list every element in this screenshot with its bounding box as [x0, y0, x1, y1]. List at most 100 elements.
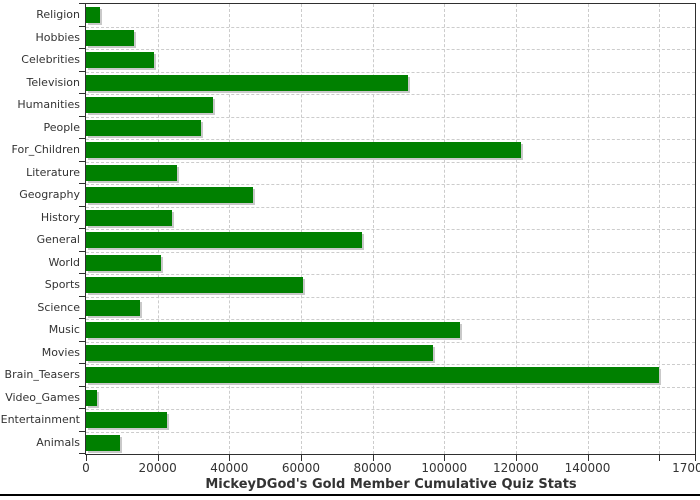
y-axis-label-animals: Animals: [36, 435, 80, 449]
y-axis-tick: [79, 363, 86, 364]
vertical-gridline: [372, 4, 374, 454]
bar-general: [86, 232, 362, 249]
y-axis-label-humanities: Humanities: [17, 98, 80, 111]
x-axis-tick: [516, 455, 517, 461]
y-axis-label-literature: Literature: [26, 165, 80, 179]
bar-music: [86, 322, 461, 339]
x-axis-tick: [86, 455, 87, 461]
horizontal-gridline: [86, 206, 695, 208]
y-axis-label-religion: Religion: [36, 8, 80, 21]
x-axis-tick: [158, 455, 159, 461]
bar-for_children: [86, 142, 522, 159]
y-axis-tick: [79, 408, 86, 409]
vertical-gridline: [444, 4, 446, 454]
y-axis-label-celebrities: Celebrities: [21, 53, 80, 66]
y-axis-tick: [79, 3, 86, 4]
horizontal-gridline: [86, 341, 695, 343]
y-axis-label-video_games: Video_Games: [5, 390, 80, 404]
x-axis-tick-label: 0: [82, 461, 90, 475]
y-axis-tick: [79, 251, 86, 252]
x-axis-tick-label: 170000: [672, 461, 700, 475]
bar-religion: [86, 7, 101, 24]
y-axis-label-movies: Movies: [41, 345, 80, 359]
vertical-gridline: [300, 4, 302, 454]
x-axis-tick: [373, 455, 374, 461]
vertical-gridline: [587, 4, 589, 454]
bar-people: [86, 119, 201, 136]
x-axis-tick: [659, 455, 660, 461]
horizontal-gridline: [86, 94, 695, 95]
y-axis-tick: [79, 296, 86, 297]
x-axis-tick-label: 120000: [492, 461, 539, 475]
x-axis-tick-label: 140000: [564, 461, 611, 475]
y-axis-tick: [79, 431, 86, 432]
x-axis-tick: [229, 455, 230, 461]
y-axis-tick: [79, 138, 86, 139]
x-axis-tick-label: 40000: [210, 461, 249, 475]
horizontal-gridline: [86, 319, 695, 320]
horizontal-gridline: [86, 296, 695, 298]
bar-brain_teasers: [86, 367, 660, 384]
x-axis-tick-label: 60000: [281, 461, 321, 475]
y-axis-label-brain_teasers: Brain_Teasers: [4, 368, 80, 381]
horizontal-gridline: [86, 161, 695, 163]
y-axis-tick: [79, 116, 86, 117]
vertical-gridline: [157, 4, 159, 454]
x-axis-tick-label: 20000: [138, 461, 177, 475]
y-axis-label-history: History: [40, 210, 80, 224]
bottom-border-line: [0, 494, 700, 496]
horizontal-gridline: [86, 49, 695, 50]
plot-area: [85, 3, 696, 455]
bar-movies: [86, 344, 434, 361]
y-axis-tick: [79, 161, 86, 162]
y-axis-tick: [79, 48, 86, 49]
horizontal-gridline: [86, 431, 695, 433]
x-axis-tick: [444, 455, 445, 461]
y-axis-label-science: Science: [37, 300, 80, 314]
bar-history: [86, 209, 172, 226]
y-axis-tick: [79, 386, 86, 387]
x-axis-tick-label: 80000: [353, 461, 392, 475]
y-axis-label-geography: Geography: [19, 188, 80, 201]
y-axis-tick: [79, 93, 86, 94]
y-axis-label-for_children: For_Children: [11, 143, 80, 156]
y-axis-tick: [79, 206, 86, 207]
horizontal-gridline: [86, 26, 695, 28]
horizontal-gridline: [86, 364, 695, 365]
vertical-gridline: [515, 4, 517, 454]
y-axis-label-music: Music: [48, 323, 80, 336]
y-axis-tick: [79, 318, 86, 319]
y-axis-label-world: World: [48, 255, 80, 269]
bar-video_games: [86, 389, 98, 406]
chart-title: MickeyDGod's Gold Member Cumulative Quiz…: [205, 477, 577, 492]
y-axis-label-hobbies: Hobbies: [35, 30, 80, 44]
y-axis-label-people: People: [43, 120, 80, 134]
bar-geography: [86, 187, 253, 204]
y-axis-tick: [79, 228, 86, 229]
vertical-gridline: [659, 4, 661, 454]
y-axis-tick: [79, 341, 86, 342]
horizontal-gridline: [86, 251, 695, 253]
bar-entertainment: [86, 412, 167, 429]
horizontal-gridline: [86, 409, 695, 410]
y-axis-tick: [79, 26, 86, 27]
bar-world: [86, 254, 162, 271]
bar-sports: [86, 277, 303, 294]
x-axis-tick-label: 100000: [421, 461, 468, 475]
horizontal-gridline: [86, 274, 695, 275]
y-axis-label-television: Television: [26, 75, 81, 89]
horizontal-gridline: [86, 386, 695, 388]
bar-celebrities: [86, 52, 155, 69]
bar-animals: [86, 434, 120, 451]
x-axis-tick: [301, 455, 302, 461]
bar-humanities: [86, 97, 214, 114]
horizontal-gridline: [86, 184, 695, 185]
y-axis-tick: [79, 71, 86, 72]
bar-hobbies: [86, 29, 135, 46]
y-axis-tick: [79, 183, 86, 184]
y-axis-label-sports: Sports: [44, 278, 80, 291]
x-axis-tick: [695, 455, 696, 461]
y-axis-tick: [79, 273, 86, 274]
bar-television: [86, 74, 409, 91]
horizontal-gridline: [86, 229, 695, 230]
